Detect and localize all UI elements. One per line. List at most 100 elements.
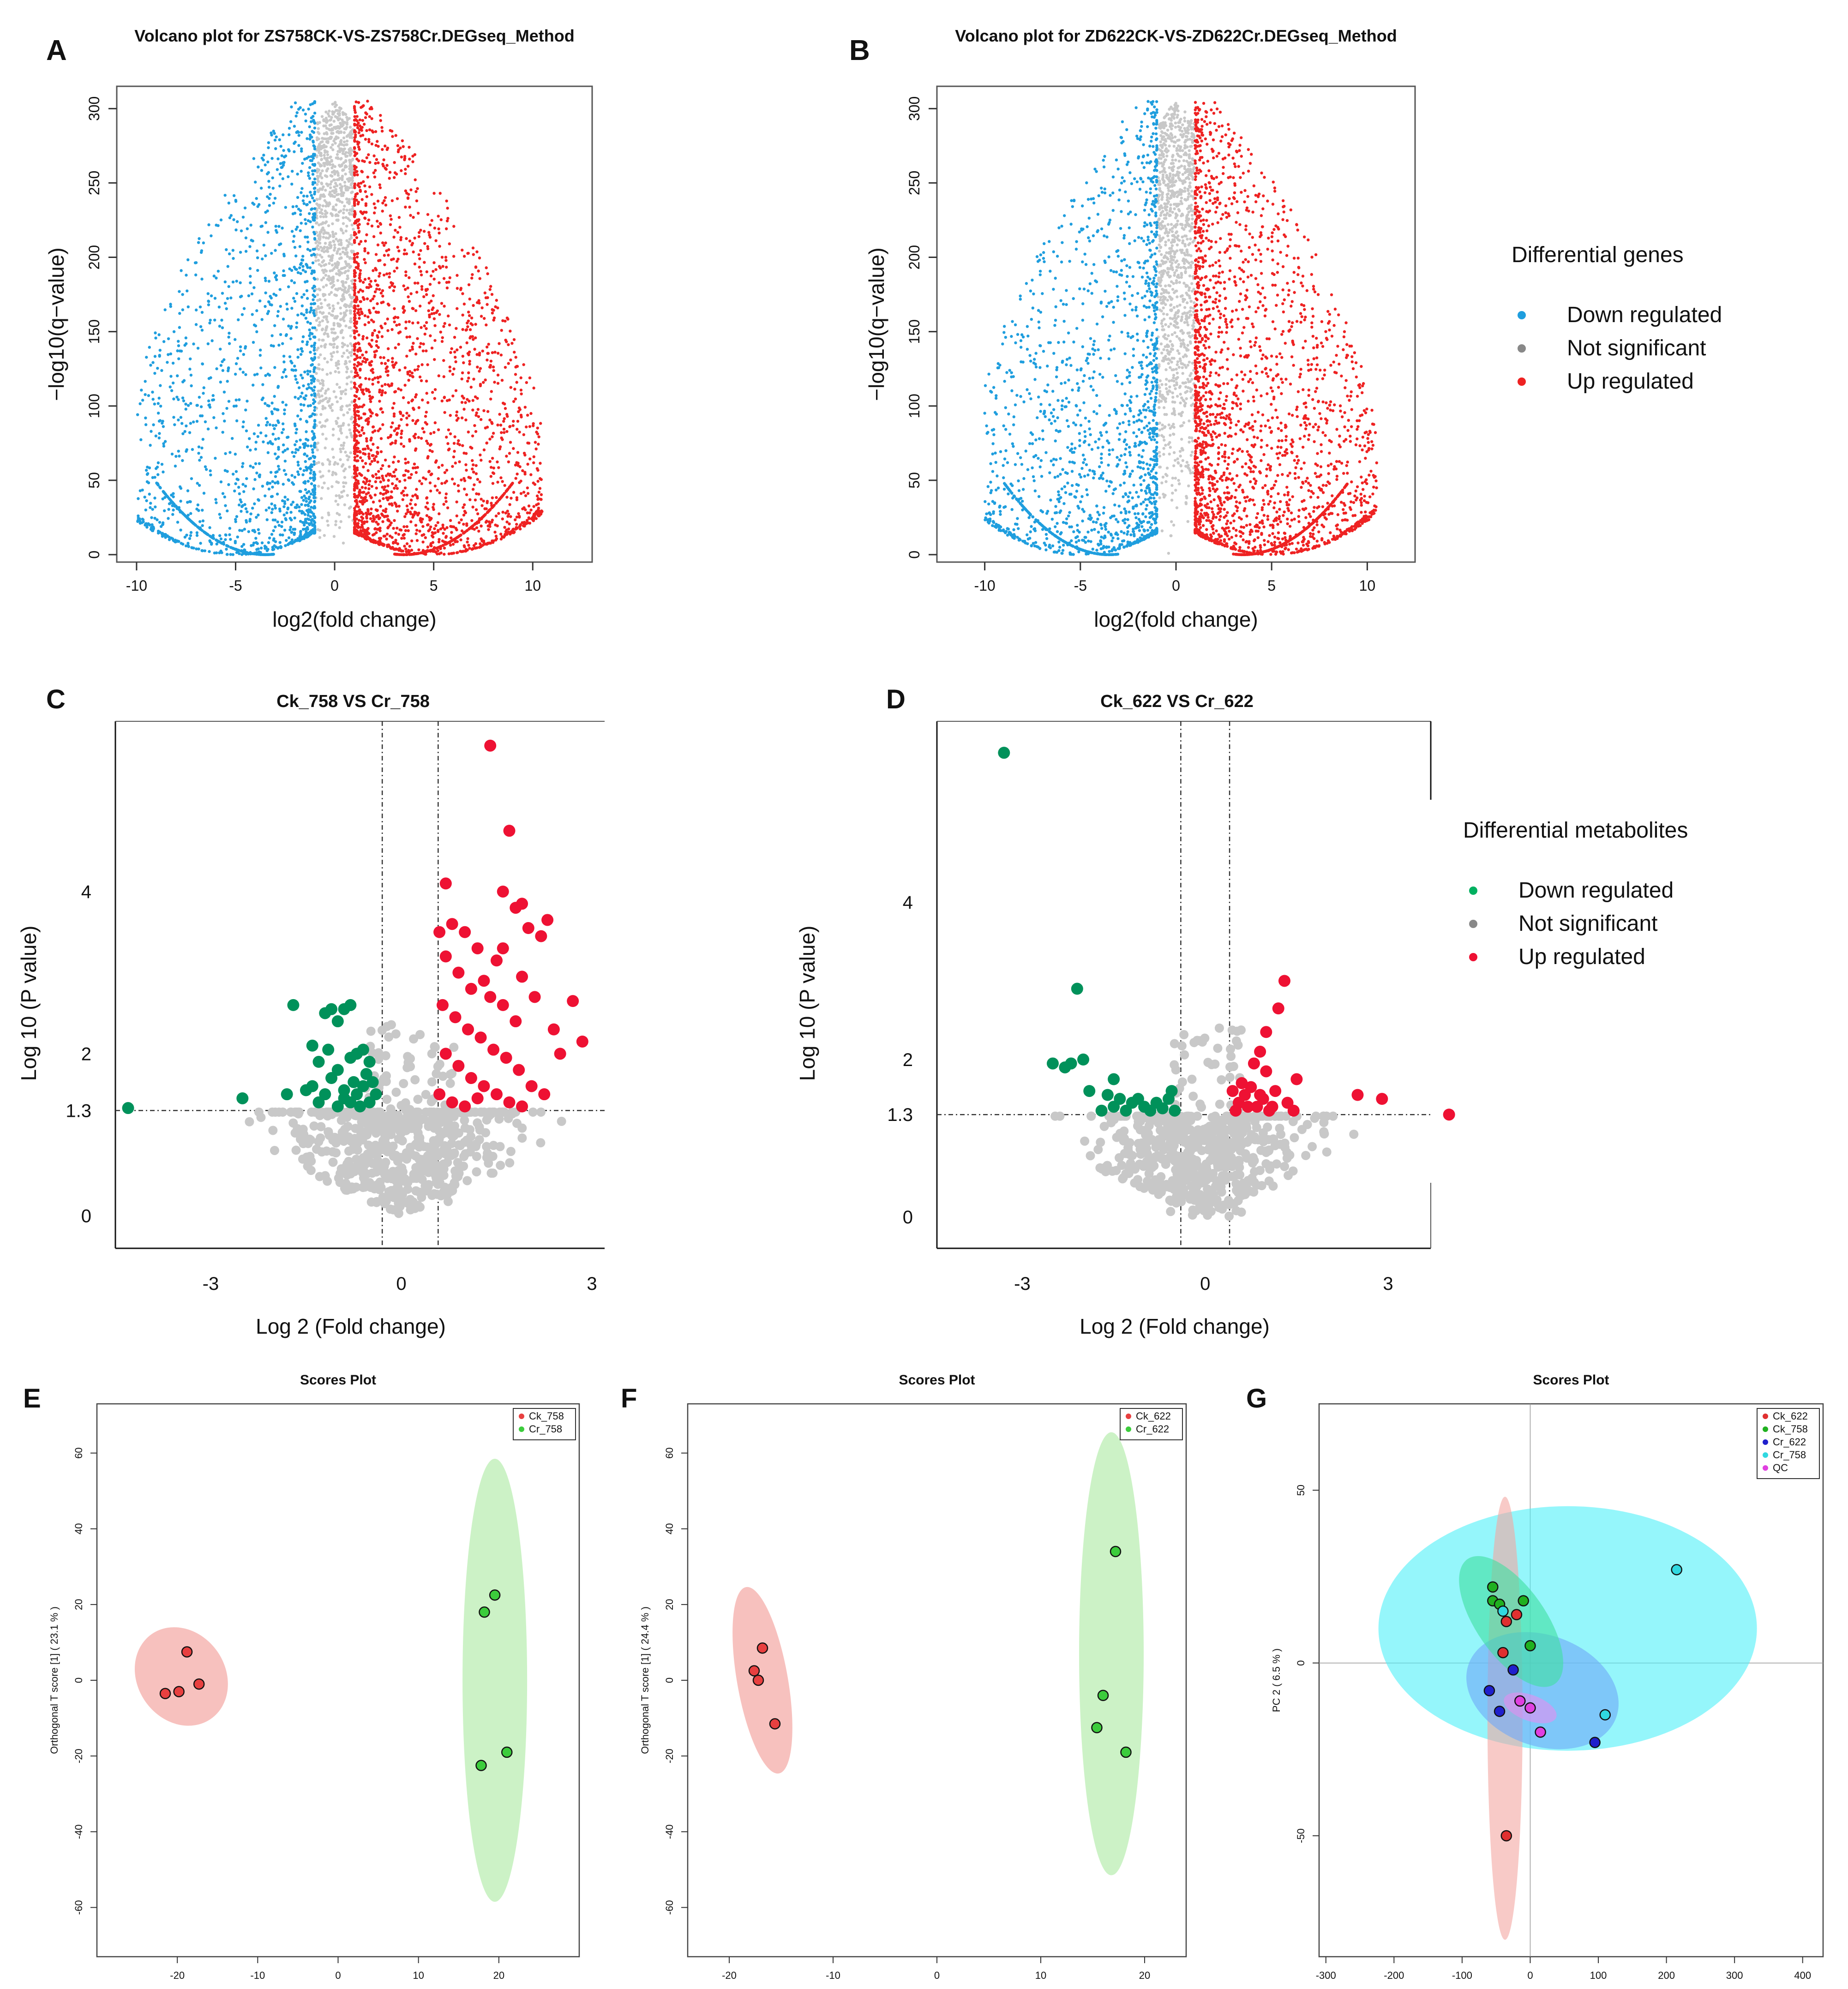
data-point — [317, 161, 320, 165]
data-point — [387, 479, 390, 482]
data-point — [239, 251, 242, 254]
data-point — [372, 425, 375, 429]
data-point — [249, 464, 252, 468]
data-point — [325, 162, 329, 165]
data-point — [404, 168, 407, 171]
data-point — [445, 281, 449, 284]
data-point — [321, 269, 324, 272]
data-point — [156, 411, 160, 415]
data-point — [194, 524, 198, 527]
data-point — [207, 377, 211, 380]
data-point — [342, 481, 345, 485]
data-point — [346, 356, 350, 359]
data-point — [375, 311, 378, 314]
data-point — [234, 198, 238, 202]
data-point — [383, 534, 387, 538]
data-point — [375, 288, 378, 291]
data-point — [426, 523, 430, 527]
data-point — [379, 231, 382, 235]
data-point — [375, 344, 378, 347]
data-point — [372, 154, 376, 157]
data-point — [503, 484, 506, 487]
data-point — [472, 544, 476, 547]
data-point — [264, 254, 267, 258]
data-point — [197, 451, 200, 455]
data-point — [387, 248, 390, 252]
data-point — [312, 215, 316, 218]
plot-title: Volcano plot for ZS758CK-VS-ZS758Cr.DEGs… — [134, 26, 575, 45]
data-point — [341, 354, 344, 358]
data-point — [312, 425, 316, 429]
data-point — [398, 226, 402, 229]
data-point — [417, 511, 420, 515]
data-point — [323, 199, 326, 202]
data-point — [209, 469, 212, 473]
data-point — [384, 144, 387, 148]
data-point — [330, 286, 334, 289]
data-point — [215, 426, 218, 430]
data-point — [345, 365, 348, 369]
data-point — [234, 539, 237, 543]
data-point — [309, 444, 313, 448]
data-point — [365, 520, 369, 523]
data-point — [359, 456, 362, 460]
data-point — [242, 307, 246, 310]
data-point — [312, 252, 316, 256]
data-point — [489, 364, 492, 367]
data-point — [234, 398, 238, 402]
data-point — [381, 294, 384, 298]
data-point — [460, 416, 464, 419]
data-point — [201, 362, 204, 365]
data-point — [361, 534, 364, 537]
data-point — [425, 392, 428, 395]
data-point — [209, 318, 212, 322]
data-point — [258, 348, 262, 352]
data-point — [416, 211, 420, 215]
data-point — [425, 514, 429, 517]
data-point — [343, 147, 346, 150]
data-point — [515, 381, 518, 384]
data-point — [393, 161, 396, 164]
data-point — [258, 532, 261, 535]
data-point — [525, 425, 528, 429]
data-point — [353, 166, 356, 169]
data-point — [505, 533, 509, 536]
data-point — [137, 497, 140, 500]
data-point — [210, 339, 214, 342]
data-point — [356, 267, 360, 270]
data-point — [360, 485, 364, 489]
data-point — [512, 419, 515, 423]
data-point — [189, 373, 193, 377]
data-point — [432, 270, 435, 273]
data-point — [358, 313, 361, 317]
data-point — [283, 412, 286, 415]
data-point — [496, 352, 500, 355]
data-point — [373, 329, 377, 332]
data-point — [391, 421, 394, 425]
data-point — [378, 427, 382, 431]
data-point — [335, 272, 338, 276]
data-point — [324, 249, 328, 253]
data-point — [304, 460, 307, 463]
data-point — [233, 489, 236, 493]
data-point — [299, 530, 302, 534]
data-point — [462, 396, 465, 400]
data-point — [386, 526, 390, 530]
data-point — [366, 444, 369, 448]
data-point — [402, 396, 405, 399]
data-point — [313, 493, 317, 496]
data-point — [387, 253, 390, 257]
data-point — [388, 286, 391, 289]
data-point — [506, 515, 510, 518]
data-point — [459, 346, 462, 349]
data-point — [413, 436, 417, 439]
data-point — [189, 422, 192, 425]
data-point — [361, 528, 365, 532]
data-point — [342, 422, 345, 425]
data-point — [464, 452, 468, 455]
data-point — [309, 464, 312, 468]
data-point — [475, 526, 479, 529]
data-point — [324, 329, 328, 332]
data-point — [485, 266, 488, 270]
data-point — [188, 367, 192, 371]
